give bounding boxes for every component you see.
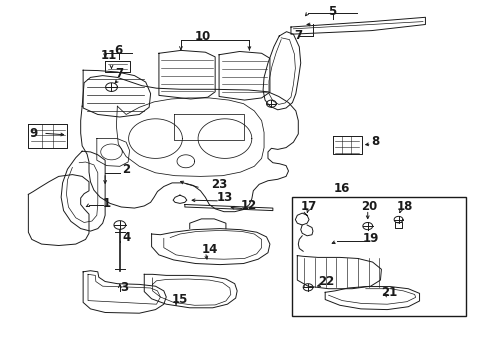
Text: 4: 4 xyxy=(122,231,130,244)
Text: 19: 19 xyxy=(362,232,378,245)
Text: 16: 16 xyxy=(333,183,350,195)
Text: 6: 6 xyxy=(115,44,122,57)
Text: 8: 8 xyxy=(371,135,379,148)
Text: 11: 11 xyxy=(100,49,117,62)
Text: 17: 17 xyxy=(300,201,317,213)
Bar xyxy=(292,197,465,316)
Text: 10: 10 xyxy=(194,30,211,43)
Text: 7: 7 xyxy=(294,29,302,42)
Text: 7: 7 xyxy=(115,67,122,80)
Text: 9: 9 xyxy=(29,127,37,140)
Text: 2: 2 xyxy=(122,163,130,176)
Text: 13: 13 xyxy=(216,191,233,204)
Text: 15: 15 xyxy=(171,293,188,306)
Text: 23: 23 xyxy=(210,178,227,191)
Text: 3: 3 xyxy=(121,281,128,294)
Text: 18: 18 xyxy=(396,201,412,213)
Text: 20: 20 xyxy=(360,201,377,213)
Text: 14: 14 xyxy=(202,243,218,256)
Text: 21: 21 xyxy=(380,286,396,299)
Text: 22: 22 xyxy=(318,275,334,288)
Text: 12: 12 xyxy=(240,199,256,212)
Text: 5: 5 xyxy=(328,5,336,18)
Text: 1: 1 xyxy=(102,197,110,210)
